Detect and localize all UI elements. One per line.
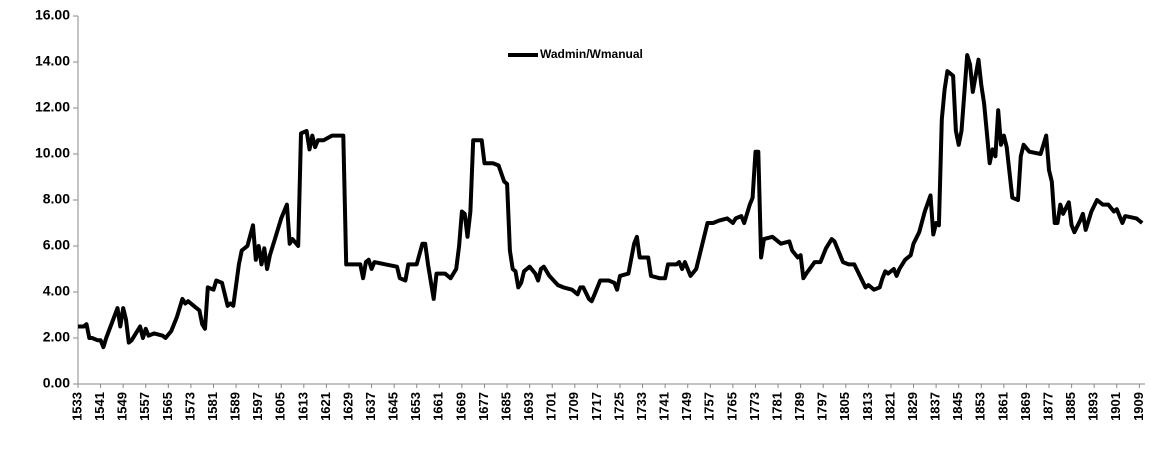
y-tick-label: 4.00 (43, 283, 70, 299)
y-tick-label: 14.00 (35, 53, 70, 69)
x-tick-label: 1653 (408, 392, 423, 421)
y-tick-label: 10.00 (35, 145, 70, 161)
x-tick-label: 1661 (431, 392, 446, 421)
x-tick-label: 1757 (702, 392, 717, 421)
x-tick-label: 1741 (657, 392, 672, 421)
x-tick-label: 1565 (160, 392, 175, 421)
x-tick-label: 1773 (747, 392, 762, 421)
x-tick-label: 1733 (634, 392, 649, 421)
x-tick-label: 1693 (521, 392, 536, 421)
x-tick-label: 1861 (995, 392, 1010, 421)
x-tick-label: 1829 (905, 392, 920, 421)
x-tick-label: 1901 (1108, 392, 1123, 421)
x-tick-label: 1557 (137, 392, 152, 421)
x-tick-label: 1813 (860, 392, 875, 421)
x-tick-label: 1853 (973, 392, 988, 421)
x-tick-label: 1549 (115, 392, 130, 421)
x-tick-label: 1573 (182, 392, 197, 421)
x-tick-label: 1909 (1131, 392, 1146, 421)
x-tick-label: 1893 (1086, 392, 1101, 421)
y-tick-label: 6.00 (43, 237, 70, 253)
x-tick-label: 1789 (792, 392, 807, 421)
legend-label: Wadmin/Wmanual (540, 47, 643, 61)
x-tick-label: 1581 (205, 392, 220, 421)
x-tick-label: 1709 (566, 392, 581, 421)
x-tick-label: 1685 (498, 392, 513, 421)
x-tick-label: 1589 (228, 392, 243, 421)
y-tick-label: 8.00 (43, 191, 70, 207)
y-tick-label: 0.00 (43, 375, 70, 391)
x-tick-label: 1637 (363, 392, 378, 421)
x-tick-label: 1605 (273, 392, 288, 421)
x-tick-label: 1781 (769, 392, 784, 421)
x-tick-label: 1821 (882, 392, 897, 421)
x-tick-label: 1597 (250, 392, 265, 421)
x-tick-label: 1845 (950, 392, 965, 421)
x-tick-label: 1725 (611, 392, 626, 421)
x-tick-label: 1749 (679, 392, 694, 421)
x-tick-label: 1869 (1018, 392, 1033, 421)
x-tick-label: 1629 (340, 392, 355, 421)
y-tick-label: 16.00 (35, 7, 70, 23)
x-tick-label: 1677 (476, 392, 491, 421)
x-tick-label: 1765 (724, 392, 739, 421)
x-tick-label: 1717 (589, 392, 604, 421)
x-tick-label: 1613 (295, 392, 310, 421)
x-tick-label: 1533 (69, 392, 84, 421)
x-tick-label: 1701 (544, 392, 559, 421)
x-tick-label: 1805 (837, 392, 852, 421)
x-tick-label: 1885 (1063, 392, 1078, 421)
x-tick-label: 1877 (1040, 392, 1055, 421)
y-tick-label: 2.00 (43, 329, 70, 345)
x-tick-label: 1669 (453, 392, 468, 421)
x-tick-label: 1621 (318, 392, 333, 421)
data-line (78, 53, 1144, 350)
x-tick-label: 1797 (815, 392, 830, 421)
y-tick-label: 12.00 (35, 99, 70, 115)
x-tick-label: 1541 (92, 392, 107, 421)
x-tick-label: 1837 (928, 392, 943, 421)
x-tick-label: 1645 (386, 392, 401, 421)
